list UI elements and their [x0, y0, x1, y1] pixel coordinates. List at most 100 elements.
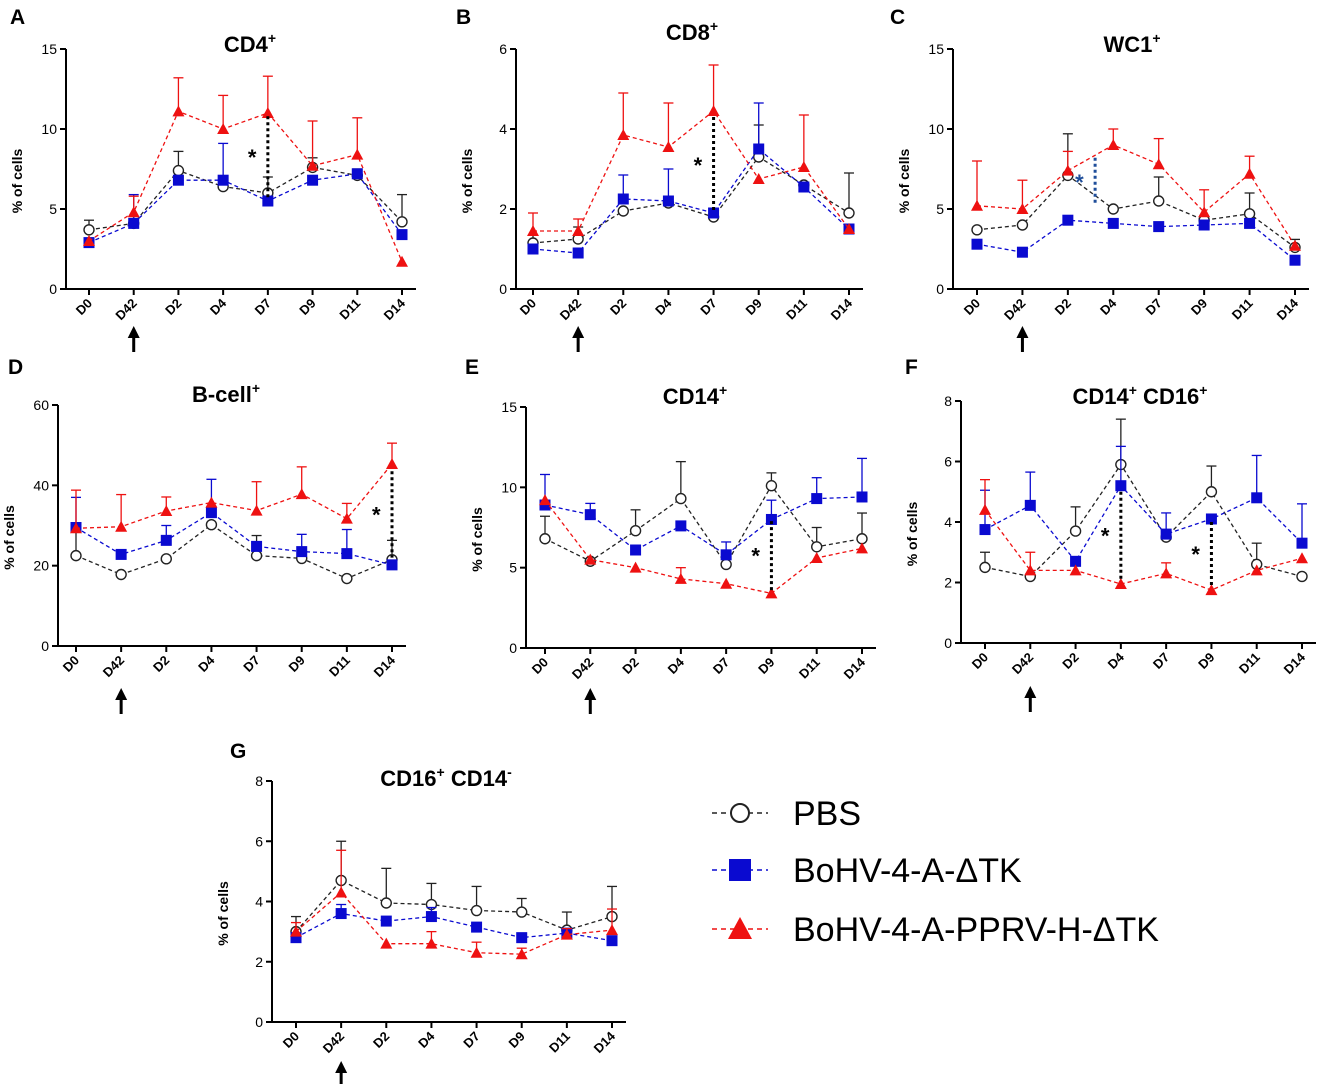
- y-axis-label: % of cells: [9, 149, 25, 214]
- data-point-ctrl: [425, 911, 437, 923]
- title-text: CD8: [666, 20, 710, 45]
- data-point-ctrl: [572, 247, 584, 259]
- data-point-ctrl: [290, 932, 302, 944]
- data-point-ctrl: [380, 915, 392, 927]
- x-tick-label: D42: [112, 296, 139, 323]
- data-point-vacc: [1152, 158, 1165, 170]
- data-point-ctrl: [630, 544, 642, 556]
- legend-label: BoHV-4-A-PPRV-H-ΔTK: [793, 911, 1159, 949]
- x-tick-label: D9: [742, 296, 764, 318]
- booster-arrow-head: [1016, 326, 1029, 338]
- series-line: [295, 912, 613, 942]
- data-point-pbs: [396, 216, 408, 228]
- series-line: [295, 879, 613, 933]
- y-tick-label: 10: [41, 121, 57, 137]
- data-point-vacc: [172, 105, 185, 117]
- y-axis-label: % of cells: [1, 505, 17, 570]
- data-point-vacc: [617, 129, 630, 140]
- y-tick-label: 0: [255, 1014, 263, 1030]
- x-tick-label: D42: [100, 653, 127, 680]
- data-point-vacc: [396, 255, 408, 267]
- title-text: CD14: [663, 384, 720, 409]
- data-point-pbs: [516, 906, 528, 918]
- data-point-pbs: [856, 533, 868, 545]
- data-point-vacc: [306, 159, 319, 171]
- x-tick-label: D2: [619, 655, 641, 677]
- legend-item-vacc: BoHV-4-A-PPRV-H-ΔTK: [712, 911, 1159, 949]
- data-point-vacc: [971, 199, 983, 211]
- series-line: [544, 499, 863, 595]
- data-point-pbs: [172, 164, 185, 177]
- series-line: [976, 174, 1296, 248]
- x-tick-label: D14: [591, 1028, 619, 1056]
- data-point-pbs: [1296, 570, 1308, 583]
- series-line: [976, 219, 1296, 261]
- data-point-ctrl: [1289, 254, 1301, 266]
- data-point-vacc: [752, 173, 765, 184]
- x-tick-label: D9: [285, 653, 307, 675]
- data-point-vacc: [674, 572, 687, 584]
- x-tick-label: D14: [1281, 649, 1309, 677]
- data-point-pbs: [70, 549, 82, 562]
- x-tick-label: D9: [296, 296, 318, 318]
- y-axis-label: % of cells: [459, 149, 475, 214]
- y-tick-label: 10: [928, 121, 944, 137]
- data-point-ctrl: [675, 520, 687, 532]
- series-pbs: [979, 418, 1308, 583]
- booster-arrow-head: [584, 688, 597, 700]
- legend: PBS BoHV-4-A-ΔTK BoHV-4-A-PPRV-H-ΔTK: [712, 795, 1159, 949]
- x-tick-label: D4: [415, 1028, 438, 1051]
- y-tick-label: 8: [255, 773, 263, 789]
- y-tick-label: 5: [936, 201, 944, 217]
- x-tick-label: D14: [371, 652, 399, 680]
- series-vacc: [290, 849, 618, 960]
- data-point-vacc: [1061, 164, 1074, 176]
- y-tick-label: 0: [49, 281, 57, 297]
- significance-star: *: [248, 145, 257, 170]
- panel-letter: E: [465, 356, 479, 379]
- y-tick-label: 15: [41, 41, 57, 57]
- x-tick-label: D9: [1188, 296, 1210, 318]
- legend-marker-square: [729, 859, 751, 881]
- series-line: [976, 144, 1296, 247]
- data-point-ctrl: [296, 546, 308, 558]
- title-text-2: CD16: [1137, 384, 1199, 409]
- data-point-pbs: [1107, 203, 1119, 215]
- data-point-vacc: [539, 494, 551, 506]
- data-point-ctrl: [341, 548, 353, 560]
- series-line: [88, 173, 403, 244]
- data-point-vacc: [662, 141, 675, 152]
- data-point-vacc: [843, 223, 855, 234]
- data-point-ctrl: [662, 195, 674, 207]
- data-point-pbs: [380, 897, 392, 909]
- data-point-vacc: [217, 123, 230, 134]
- y-tick-label: 0: [936, 281, 944, 297]
- chart-title: CD8+: [666, 18, 718, 45]
- data-point-vacc: [560, 928, 573, 940]
- y-tick-label: 5: [509, 560, 517, 576]
- series-vacc: [979, 478, 1308, 596]
- data-point-vacc: [340, 512, 353, 524]
- x-tick-label: D9: [755, 655, 777, 677]
- data-point-vacc: [797, 161, 810, 172]
- title-superscript-2: -: [507, 764, 512, 780]
- series-vacc: [971, 128, 1301, 251]
- series-line: [75, 523, 393, 580]
- data-point-ctrl: [617, 193, 629, 205]
- series-ctrl: [979, 445, 1308, 567]
- data-point-pbs: [341, 572, 353, 585]
- y-tick-label: 0: [499, 281, 507, 297]
- data-point-ctrl: [1251, 492, 1263, 504]
- data-point-vacc: [810, 552, 823, 564]
- data-point-ctrl: [262, 195, 274, 207]
- title-text: CD4: [224, 32, 269, 57]
- significance-star: *: [1191, 542, 1200, 567]
- legend-marker-circle: [730, 803, 750, 823]
- data-point-ctrl: [1296, 537, 1308, 549]
- data-point-vacc: [1250, 564, 1263, 576]
- data-point-vacc: [290, 925, 302, 937]
- significance-star: *: [1075, 170, 1084, 195]
- panel-letter: D: [8, 356, 23, 379]
